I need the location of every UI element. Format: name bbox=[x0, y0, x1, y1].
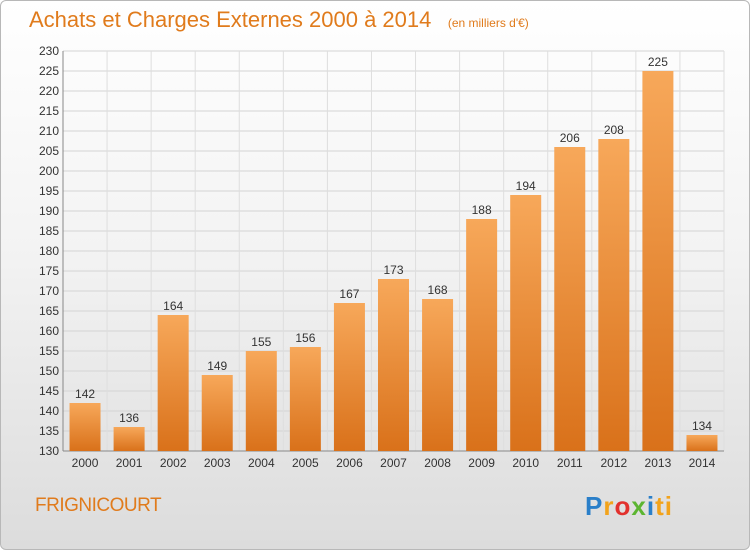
commune-name: FRIGNICOURT bbox=[35, 495, 162, 516]
y-tick-label: 200 bbox=[39, 164, 59, 178]
data-label-2003: 149 bbox=[207, 359, 227, 373]
y-tick-label: 140 bbox=[39, 404, 59, 418]
data-label-2009: 188 bbox=[472, 203, 492, 217]
bar-2002 bbox=[157, 315, 189, 451]
y-tick-label: 195 bbox=[39, 184, 59, 198]
x-tick-label-2005: 2005 bbox=[292, 456, 319, 470]
logo-letter: i bbox=[646, 491, 656, 521]
data-label-2005: 156 bbox=[295, 331, 315, 345]
data-label-2010: 194 bbox=[516, 179, 536, 193]
y-tick-label: 210 bbox=[39, 124, 59, 138]
y-tick-label: 180 bbox=[39, 244, 59, 258]
bar-2007 bbox=[378, 279, 409, 451]
y-tick-label: 185 bbox=[39, 224, 59, 238]
bar-2008 bbox=[422, 299, 454, 451]
logo-letter: o bbox=[614, 491, 632, 521]
logo-letter: P bbox=[585, 491, 604, 521]
title-block: Achats et Charges Externes 2000 à 2014 (… bbox=[29, 7, 529, 33]
x-tick-label-2001: 2001 bbox=[116, 456, 143, 470]
chart-title: Achats et Charges Externes 2000 à 2014 bbox=[29, 7, 432, 32]
logo-letter: x bbox=[631, 491, 647, 521]
logo-letter: ti bbox=[655, 491, 673, 521]
data-label-2014: 134 bbox=[692, 419, 712, 433]
data-label-2006: 167 bbox=[339, 287, 359, 301]
x-tick-label-2014: 2014 bbox=[689, 456, 716, 470]
y-tick-label: 170 bbox=[39, 284, 59, 298]
y-tick-label: 155 bbox=[39, 344, 59, 358]
bar-2009 bbox=[466, 219, 498, 451]
data-label-2000: 142 bbox=[75, 387, 95, 401]
data-label-2001: 136 bbox=[119, 411, 139, 425]
y-tick-label: 135 bbox=[39, 424, 59, 438]
y-tick-label: 230 bbox=[39, 44, 59, 58]
data-label-2004: 155 bbox=[251, 335, 271, 349]
bar-2006 bbox=[333, 303, 365, 451]
bar-2012 bbox=[598, 139, 630, 451]
chart-subtitle: (en milliers d'€) bbox=[447, 16, 529, 30]
bar-2004 bbox=[245, 351, 277, 451]
y-tick-label: 165 bbox=[39, 304, 59, 318]
y-tick-label: 190 bbox=[39, 204, 59, 218]
bar-2005 bbox=[289, 347, 321, 451]
data-label-2007: 173 bbox=[383, 263, 403, 277]
bars bbox=[69, 71, 718, 451]
x-tick-label-2000: 2000 bbox=[72, 456, 99, 470]
x-tick-label-2007: 2007 bbox=[380, 456, 407, 470]
x-tick-label-2012: 2012 bbox=[600, 456, 627, 470]
y-tick-label: 205 bbox=[39, 144, 59, 158]
x-tick-label-2002: 2002 bbox=[160, 456, 187, 470]
data-label-2002: 164 bbox=[163, 299, 183, 313]
bar-2014 bbox=[686, 435, 718, 451]
y-tick-label: 220 bbox=[39, 84, 59, 98]
y-tick-label: 175 bbox=[39, 264, 59, 278]
bar-2003 bbox=[201, 375, 233, 451]
data-label-2008: 168 bbox=[428, 283, 448, 297]
y-tick-label: 225 bbox=[39, 64, 59, 78]
x-tick-label-2011: 2011 bbox=[557, 456, 583, 470]
y-tick-label: 145 bbox=[39, 384, 59, 398]
data-label-2012: 208 bbox=[604, 123, 624, 137]
y-tick-label: 160 bbox=[39, 324, 59, 338]
bar-2013 bbox=[642, 71, 674, 451]
y-tick-label: 150 bbox=[39, 364, 59, 378]
data-label-2011: 206 bbox=[560, 131, 580, 145]
y-tick-label: 130 bbox=[39, 444, 59, 458]
logo-letter: r bbox=[603, 491, 615, 521]
x-tick-label-2004: 2004 bbox=[248, 456, 275, 470]
bar-2011 bbox=[554, 147, 586, 451]
y-tick-label: 215 bbox=[39, 104, 59, 118]
proxiti-logo: Proxiti bbox=[585, 491, 673, 522]
x-tick-label-2010: 2010 bbox=[512, 456, 539, 470]
bar-2001 bbox=[113, 427, 145, 451]
x-tick-label-2006: 2006 bbox=[336, 456, 363, 470]
x-tick-label-2003: 2003 bbox=[204, 456, 231, 470]
x-tick-label-2013: 2013 bbox=[645, 456, 672, 470]
bar-2000 bbox=[69, 403, 101, 451]
bar-2010 bbox=[510, 195, 542, 451]
data-label-2013: 225 bbox=[648, 55, 668, 69]
x-tick-label-2008: 2008 bbox=[424, 456, 451, 470]
labels: 130 135 140 145 150 155 160 165 170 175 180 185 190 1… bbox=[39, 44, 716, 470]
x-tick-label-2009: 2009 bbox=[468, 456, 495, 470]
